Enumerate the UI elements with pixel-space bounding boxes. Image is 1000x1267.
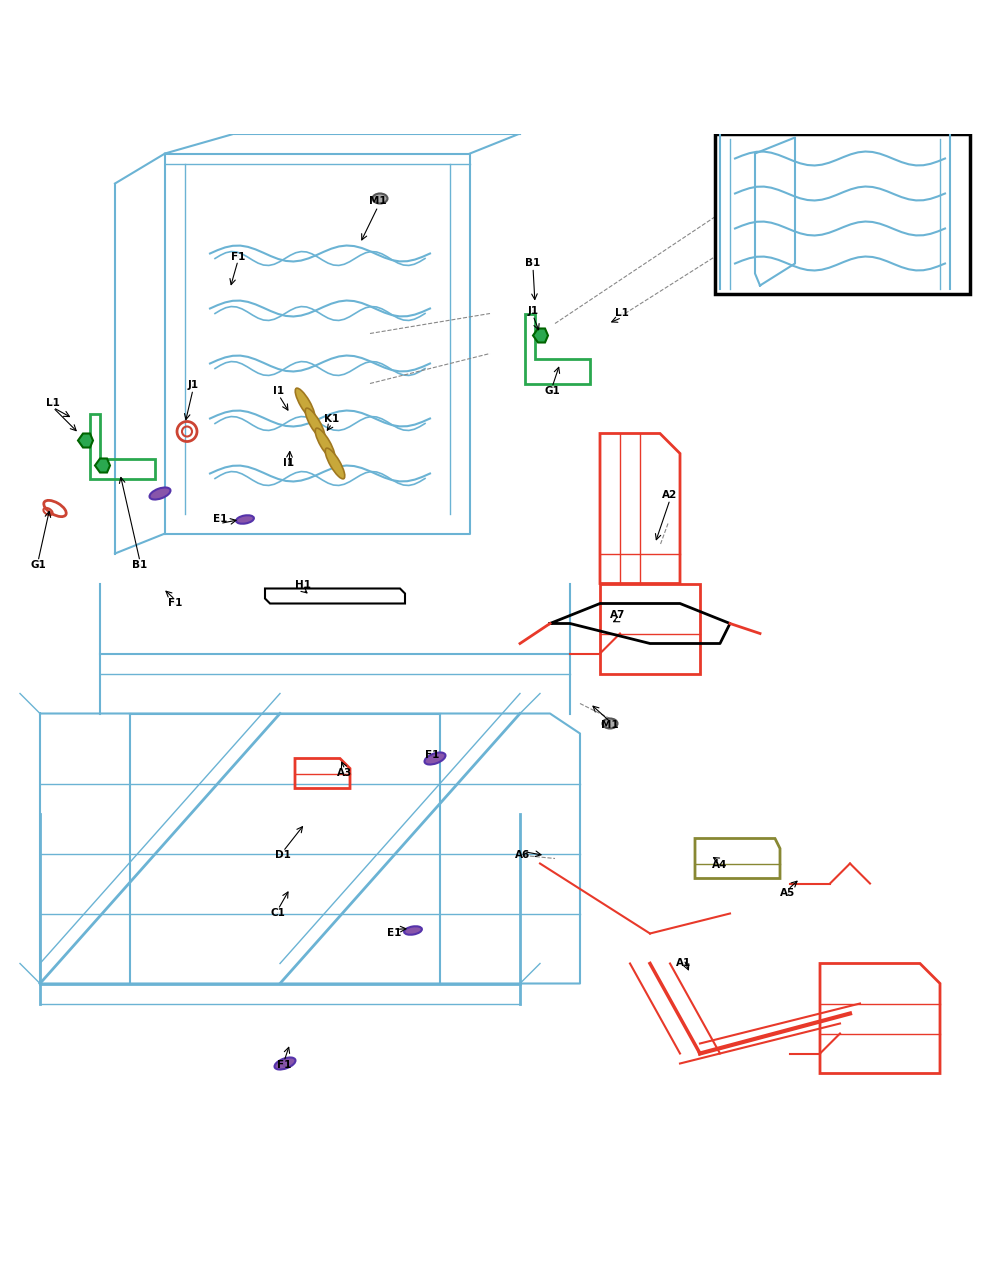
Text: J1: J1 bbox=[187, 380, 199, 390]
Text: A1: A1 bbox=[676, 959, 692, 968]
Text: A3: A3 bbox=[337, 769, 353, 778]
Ellipse shape bbox=[425, 753, 445, 764]
Text: I1: I1 bbox=[273, 386, 285, 397]
Text: F1: F1 bbox=[168, 598, 182, 608]
Ellipse shape bbox=[325, 449, 345, 479]
Text: K1: K1 bbox=[324, 414, 340, 424]
Ellipse shape bbox=[150, 488, 170, 499]
Text: G1: G1 bbox=[544, 386, 560, 397]
Ellipse shape bbox=[602, 718, 618, 729]
Ellipse shape bbox=[236, 516, 254, 523]
Text: A4: A4 bbox=[712, 860, 728, 870]
Text: B1: B1 bbox=[525, 258, 541, 269]
Ellipse shape bbox=[305, 408, 325, 438]
Ellipse shape bbox=[404, 926, 422, 935]
Text: M1: M1 bbox=[369, 196, 387, 207]
Text: L1: L1 bbox=[46, 399, 60, 408]
Ellipse shape bbox=[295, 388, 315, 419]
Text: F1: F1 bbox=[277, 1060, 291, 1071]
Text: L1: L1 bbox=[615, 308, 629, 318]
Text: J1: J1 bbox=[527, 307, 539, 317]
Text: F1: F1 bbox=[231, 252, 245, 261]
Text: E1: E1 bbox=[387, 929, 401, 939]
Text: C1: C1 bbox=[271, 908, 285, 919]
Text: A7: A7 bbox=[610, 611, 626, 621]
Text: A2: A2 bbox=[662, 490, 678, 500]
Polygon shape bbox=[95, 459, 110, 473]
Text: A5: A5 bbox=[780, 888, 796, 898]
Polygon shape bbox=[715, 133, 970, 294]
Polygon shape bbox=[78, 433, 93, 447]
Ellipse shape bbox=[275, 1058, 295, 1069]
Text: D1: D1 bbox=[275, 850, 291, 860]
Text: G1: G1 bbox=[30, 560, 46, 570]
Text: H1: H1 bbox=[295, 580, 311, 590]
Text: A6: A6 bbox=[515, 850, 531, 860]
Text: E1: E1 bbox=[213, 514, 227, 525]
Polygon shape bbox=[533, 328, 548, 342]
Text: B1: B1 bbox=[132, 560, 148, 570]
Text: F1: F1 bbox=[425, 750, 439, 760]
Text: I1: I1 bbox=[283, 459, 295, 469]
Ellipse shape bbox=[315, 428, 335, 459]
Ellipse shape bbox=[372, 194, 388, 204]
Text: M1: M1 bbox=[601, 721, 619, 731]
